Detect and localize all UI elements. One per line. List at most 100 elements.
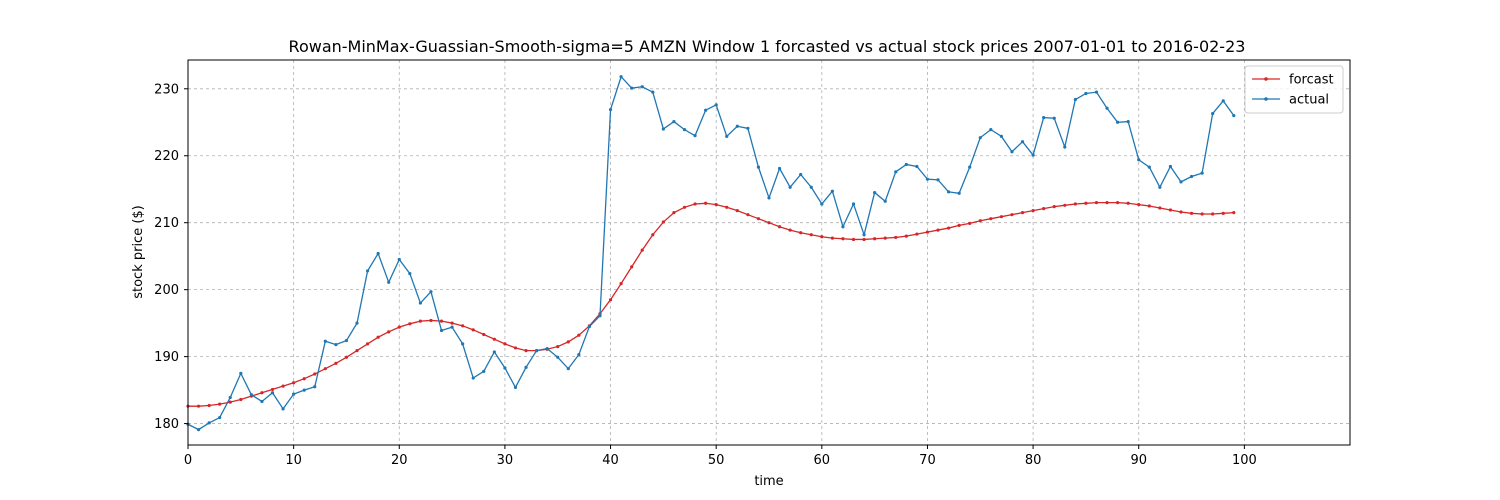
actual-data-point <box>355 321 359 325</box>
forcast-data-point <box>1147 204 1151 208</box>
actual-data-point <box>218 415 222 420</box>
forcast-data-point <box>270 387 275 392</box>
forcast-data-point <box>196 404 201 408</box>
x-tick-label: 50 <box>708 453 725 468</box>
actual-data-point <box>777 166 782 171</box>
forcast-data-point <box>704 201 708 205</box>
actual-data-point <box>725 134 729 138</box>
forcast-data-point <box>946 226 951 230</box>
actual-data-point <box>608 107 613 112</box>
actual-data-point <box>799 172 803 177</box>
x-tick-label: 0 <box>184 453 192 468</box>
forcast-data-point <box>809 233 813 237</box>
forcast-data-point <box>999 215 1004 219</box>
forcast-data-point <box>1232 211 1236 215</box>
forcast-data-point <box>1137 203 1141 207</box>
actual-data-point <box>1031 153 1035 157</box>
forcast-data-point <box>408 322 412 326</box>
forcast-data-point <box>450 321 454 325</box>
actual-data-point <box>334 342 338 347</box>
legend: forcast actual <box>1244 65 1344 114</box>
forcast-data-point <box>503 342 507 346</box>
actual-data-point <box>968 165 972 169</box>
forcast-data-point <box>1126 201 1130 205</box>
forcast-data-point <box>513 346 518 350</box>
actual-data-point <box>672 120 676 124</box>
legend-label-forcast: forcast <box>1289 73 1334 88</box>
actual-data-point <box>904 162 908 167</box>
forcast-data-point <box>228 400 232 404</box>
forcast-data-point <box>418 319 422 323</box>
forcast-data-point <box>682 205 687 209</box>
actual-data-point <box>1200 171 1204 175</box>
actual-data-point <box>767 196 771 200</box>
actual-series-line <box>187 75 1235 431</box>
forcast-data-point <box>218 402 222 406</box>
actual-data-point <box>989 128 993 132</box>
actual-data-point <box>598 314 602 318</box>
actual-data-point <box>883 199 887 203</box>
forcast-data-point <box>365 342 370 346</box>
x-tick-label: 10 <box>285 453 302 468</box>
forcast-data-point <box>1189 211 1194 215</box>
forcast-data-point <box>239 397 243 402</box>
forcast-data-point <box>873 237 877 241</box>
actual-data-point <box>788 185 792 189</box>
actual-data-point <box>999 134 1004 138</box>
actual-data-point <box>936 178 940 182</box>
actual-data-point <box>492 350 496 354</box>
forcast-data-point <box>344 355 349 359</box>
actual-data-point <box>270 391 275 395</box>
forcast-data-point <box>630 265 634 269</box>
forcast-data-point <box>1105 201 1109 205</box>
actual-data-point <box>630 86 634 90</box>
actual-data-point <box>693 134 697 138</box>
forcast-data-point <box>989 217 993 221</box>
actual-data-point <box>1221 99 1225 103</box>
forcast-data-point <box>1073 202 1077 206</box>
actual-data-point <box>587 324 592 329</box>
forcast-data-point <box>1158 206 1162 210</box>
actual-data-point <box>281 407 285 411</box>
forcast-data-point <box>1200 212 1204 216</box>
actual-data-point <box>207 421 211 425</box>
actual-data-point <box>461 342 465 346</box>
actual-data-point <box>1126 120 1130 124</box>
forcast-data-point <box>788 228 792 232</box>
forcast-data-point <box>925 230 930 234</box>
forcast-data-point <box>904 234 908 238</box>
y-tick-label: 200 <box>154 283 179 298</box>
forcast-data-point <box>1010 213 1014 217</box>
actual-data-point <box>239 371 243 375</box>
forcast-data-point <box>482 332 486 337</box>
legend-box <box>1244 65 1344 114</box>
actual-data-point <box>1232 113 1236 118</box>
actual-data-point <box>820 202 824 206</box>
forcast-data-point <box>313 372 317 376</box>
actual-data-point <box>471 376 475 380</box>
actual-data-point <box>946 190 951 194</box>
forcast-data-point <box>1031 209 1035 213</box>
forcast-data-point <box>429 318 433 323</box>
forcast-data-point <box>661 220 665 224</box>
x-tick-label: 60 <box>814 453 831 468</box>
forcast-data-point <box>968 221 972 225</box>
forcast-data-point <box>1084 201 1088 205</box>
actual-data-point <box>344 338 349 343</box>
actual-data-point <box>482 369 486 373</box>
forcast-data-point <box>693 202 697 206</box>
actual-data-point <box>682 128 687 132</box>
x-axis-label: time <box>754 474 783 489</box>
forcast-data-point <box>471 328 475 332</box>
actual-data-point <box>851 202 856 206</box>
actual-data-point <box>1116 120 1120 124</box>
actual-data-point <box>640 85 644 89</box>
actual-data-point <box>249 393 253 397</box>
actual-data-point <box>1063 145 1067 149</box>
actual-data-point <box>978 136 982 140</box>
forcast-data-point <box>492 337 496 341</box>
actual-data-point <box>1211 111 1215 116</box>
forcast-data-point <box>714 203 718 207</box>
forcast-data-point <box>640 248 644 252</box>
